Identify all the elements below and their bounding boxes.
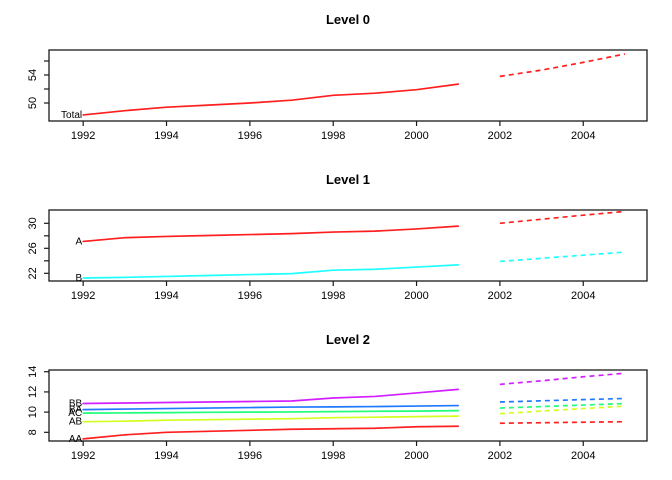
x-tick-label: 1994 <box>154 290 178 302</box>
x-tick-label: 1996 <box>238 130 262 142</box>
series-history-A <box>82 225 460 243</box>
plot-box <box>48 369 648 442</box>
series-forecast-BB <box>499 372 625 386</box>
x-tick-label: 1994 <box>154 130 178 142</box>
level-1-plot: 1992 1994 1996 1998 2000 2002 2004 22 26 30 A B <box>27 209 648 302</box>
x-tick-label: 2004 <box>571 290 595 302</box>
x-tick-label: 2000 <box>404 130 428 142</box>
x-tick-label: 1992 <box>71 130 95 142</box>
x-tick-label: 2000 <box>404 290 428 302</box>
series-label-AB: AB <box>69 417 83 428</box>
x-tick-label: 2002 <box>488 450 512 462</box>
series-label-BB: BB <box>69 399 83 410</box>
series-label-AA: AA <box>69 434 83 445</box>
level-0-chart-title: Level 0 <box>325 12 371 27</box>
series-history-B <box>82 264 460 279</box>
level-1-chart-block: Level 1 1992 1994 1996 1998 2000 2002 2004 22 26… <box>0 160 672 320</box>
x-tick-label: 2004 <box>571 450 595 462</box>
y-tick-label: 30 <box>27 217 39 229</box>
series-history-AA <box>82 425 460 440</box>
series-label-Total: Total <box>61 110 82 121</box>
level-2-plot: 1992 1994 1996 1998 2000 2002 2004 8 10 12 14 AA ABA… <box>27 366 648 462</box>
x-tick-label: 1998 <box>321 130 345 142</box>
y-tick-label: 22 <box>27 267 39 279</box>
y-tick-label: 12 <box>27 386 39 398</box>
level-2-chart-block: Level 2 1992 1994 1996 1998 2000 2002 2004 8 10 1… <box>0 320 672 480</box>
series-forecast-AC <box>499 402 625 409</box>
series-label-B: B <box>75 273 82 284</box>
series-history-BA <box>82 404 460 411</box>
level-0-chart-block: Level 0 1992 1994 1996 1998 2000 2002 2004 50 54… <box>0 0 672 160</box>
x-tick-label: 1992 <box>71 290 95 302</box>
series-history-AB <box>82 415 460 423</box>
y-tick-label: 10 <box>27 406 39 418</box>
x-tick-label: 2000 <box>404 450 428 462</box>
series-label-AC: AC <box>68 408 82 419</box>
x-tick-label: 1994 <box>154 450 178 462</box>
y-tick-label: 54 <box>27 69 39 81</box>
level-2-chart-title: Level 2 <box>325 332 371 347</box>
x-tick-label: 2004 <box>571 130 595 142</box>
series-forecast-A <box>499 210 625 225</box>
plot-box <box>48 49 648 122</box>
plot-box <box>48 209 648 282</box>
y-tick-label: 26 <box>27 242 39 254</box>
x-tick-label: 2002 <box>488 130 512 142</box>
y-tick-label: 50 <box>27 97 39 109</box>
x-tick-label: 1996 <box>238 450 262 462</box>
series-forecast-AA <box>499 420 625 425</box>
series-history-Total <box>82 83 460 116</box>
series-history-AC <box>82 409 460 414</box>
series-forecast-B <box>499 251 625 263</box>
x-tick-label: 1998 <box>321 290 345 302</box>
x-tick-label: 1996 <box>238 290 262 302</box>
series-history-BB <box>82 388 460 405</box>
level-1-chart-title: Level 1 <box>325 172 371 187</box>
level-0-plot: 1992 1994 1996 1998 2000 2002 2004 50 54 Total <box>27 49 648 142</box>
series-forecast-AB <box>499 405 625 415</box>
y-tick-label: 14 <box>27 366 39 378</box>
y-tick-label: 8 <box>27 429 39 435</box>
series-label-A: A <box>75 236 82 247</box>
x-tick-label: 1998 <box>321 450 345 462</box>
x-tick-label: 2002 <box>488 290 512 302</box>
series-forecast-Total <box>499 53 626 78</box>
series-label-BA: BA <box>69 405 83 416</box>
x-tick-label: 1992 <box>71 450 95 462</box>
series-forecast-BA <box>499 397 625 403</box>
